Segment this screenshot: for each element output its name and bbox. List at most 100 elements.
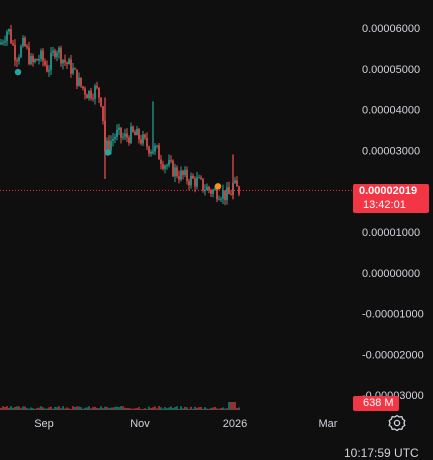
volume-bar [82, 408, 84, 410]
candle-body [24, 37, 26, 47]
volume-bar [206, 408, 208, 410]
candle-body [56, 52, 58, 57]
y-tick-label: 0.00005000 [362, 64, 420, 76]
volume-bar [14, 406, 16, 410]
volume-bar [60, 408, 62, 410]
candle-body [228, 187, 230, 195]
countdown-label: 13:42:01 [363, 199, 406, 211]
y-tick-label: 0.00003000 [362, 145, 420, 157]
candle-body [16, 60, 18, 62]
candle-body [148, 146, 150, 154]
volume-bar [26, 408, 28, 410]
volume-bar [130, 408, 132, 410]
candle-body [76, 69, 78, 86]
candle-body [238, 186, 240, 195]
candle-body [62, 59, 64, 64]
candle-body [170, 160, 172, 162]
candle-body [138, 129, 140, 140]
volume-bar [50, 406, 52, 410]
candle-body [214, 188, 216, 191]
candle-body [236, 180, 238, 187]
time-axis: Sep Nov 2026 Mar [34, 418, 338, 430]
candle-body [180, 170, 182, 180]
volume-bar [200, 407, 202, 410]
volume-tag: 638 M [353, 396, 399, 411]
candle-body [22, 37, 24, 47]
volume-bar [52, 408, 54, 410]
candle-body [220, 198, 222, 200]
volume-bar [226, 408, 228, 410]
volume-bar [62, 406, 64, 410]
candle-body [36, 59, 38, 61]
candle-body [118, 127, 120, 130]
volume-bar [28, 408, 30, 410]
candle-body [136, 129, 138, 136]
volume-bar [160, 407, 162, 410]
volume-bar [20, 408, 22, 410]
volume-bar [144, 408, 146, 410]
volume-bar [34, 408, 36, 410]
volume-bar [228, 402, 230, 410]
candle-body [130, 126, 132, 143]
volume-bar [18, 406, 20, 410]
x-tick-label: Nov [130, 418, 150, 430]
volume-bar [86, 407, 88, 410]
volume-bar [158, 406, 160, 410]
volume-bar [164, 407, 166, 410]
candle-body [12, 43, 14, 45]
candle-body [222, 190, 224, 199]
volume-bar [56, 407, 58, 410]
candle-body [42, 50, 44, 62]
volume-bar [236, 407, 238, 410]
event-marker[interactable] [104, 149, 112, 156]
candle-body [40, 50, 42, 60]
candle-body [178, 176, 180, 180]
volume-bar [168, 407, 170, 410]
volume-bar [12, 407, 14, 410]
settings-icon[interactable] [388, 414, 406, 432]
last-price-tag: 0.00002019 13:42:01 [353, 184, 429, 213]
volume-bar [198, 407, 200, 410]
volume-bar [170, 406, 172, 410]
candle-body [224, 190, 226, 201]
candle-body [102, 106, 104, 121]
candle-body [92, 98, 94, 100]
candle-body [128, 137, 130, 143]
candle-body [68, 59, 70, 65]
candle-body [186, 169, 188, 182]
utc-clock: 10:17:59 UTC [344, 446, 419, 460]
candle-body [14, 44, 16, 61]
volume-bar [188, 408, 190, 410]
volume-bar [30, 407, 32, 410]
volume-bar [84, 407, 86, 410]
volume-bar [102, 408, 104, 410]
candle-body [188, 181, 190, 186]
event-marker[interactable] [14, 68, 22, 76]
volume-bar [40, 406, 42, 410]
y-tick-label: -0.00001000 [362, 309, 424, 321]
volume-bar [48, 407, 50, 410]
volume-bar [106, 406, 108, 410]
volume-bar [178, 408, 180, 410]
volume-bar [184, 406, 186, 410]
candle-body [122, 136, 124, 138]
y-tick-label: -0.00002000 [362, 349, 424, 361]
volume-bar [156, 408, 158, 410]
volume-bar [190, 406, 192, 410]
candle-body [70, 59, 72, 74]
candle-body [202, 178, 204, 191]
volume-bar [174, 407, 176, 410]
candle-body [198, 177, 200, 179]
volume-bar [38, 407, 40, 410]
candle-body [52, 50, 54, 53]
candle-body [108, 140, 110, 151]
candle-body [126, 133, 128, 138]
volume-bar [24, 406, 26, 410]
volume-bar [90, 408, 92, 410]
candle-body [216, 188, 218, 200]
volume-bar [186, 407, 188, 410]
event-marker[interactable] [214, 183, 222, 190]
candle-body [158, 145, 160, 160]
candle-body [206, 186, 208, 191]
